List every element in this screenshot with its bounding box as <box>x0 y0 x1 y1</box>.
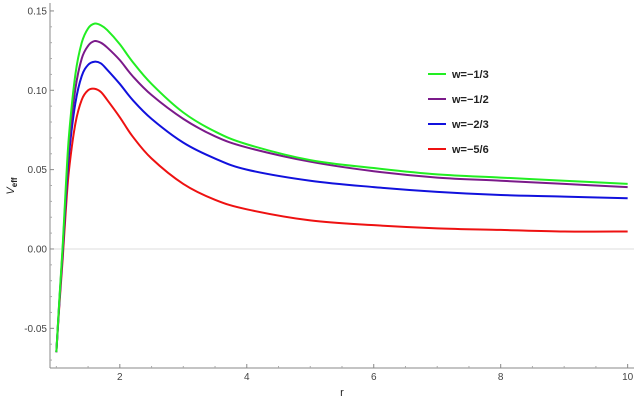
y-tick-label: 0.15 <box>28 6 48 17</box>
legend-label: w=−2/3 <box>451 119 489 131</box>
x-tick-label: 10 <box>622 372 634 383</box>
series-line <box>55 87 628 353</box>
legend-label: w=−5/6 <box>451 144 489 156</box>
legend-label: w=−1/2 <box>451 94 489 106</box>
y-axis-label-subscript: eff <box>10 177 19 187</box>
y-tick-label: 0.10 <box>28 86 48 97</box>
series-line <box>55 60 628 353</box>
y-tick-label: -0.05 <box>24 324 47 335</box>
chart-legend: w=−1/3 w=−1/2 w=−2/3 w=−5/6 <box>428 69 489 156</box>
legend-label: w=−1/3 <box>451 69 489 81</box>
y-axis-label-main: V <box>5 186 17 195</box>
y-axis-ticks: -0.05 0.00 0.05 0.10 0.15 <box>24 6 54 361</box>
x-axis-label: r <box>340 387 344 399</box>
x-axis-ticks: 2 4 6 8 10 <box>55 364 634 383</box>
series-line <box>55 22 628 353</box>
y-axis-label: Veff <box>5 177 19 194</box>
svg-text:Veff: Veff <box>5 177 19 194</box>
x-tick-label: 4 <box>244 372 250 383</box>
series-curves <box>55 22 628 353</box>
x-tick-label: 8 <box>498 372 504 383</box>
y-tick-label: 0.00 <box>28 244 48 255</box>
x-tick-label: 6 <box>371 372 377 383</box>
x-tick-label: 2 <box>117 372 123 383</box>
y-tick-label: 0.05 <box>28 165 48 176</box>
